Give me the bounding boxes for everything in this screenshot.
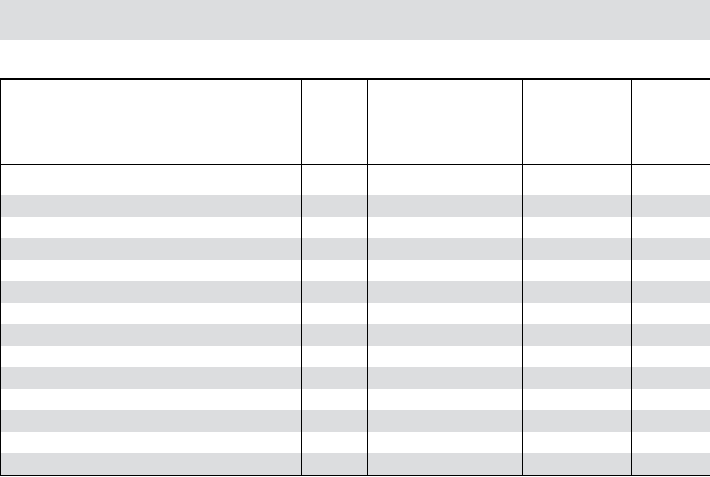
column-header [522, 78, 632, 165]
table-cell [367, 367, 523, 389]
table-cell [522, 238, 632, 260]
table-row [0, 302, 710, 324]
table-cell [522, 324, 632, 346]
table-cell [367, 216, 523, 238]
table-cell [367, 431, 523, 453]
table-cell [631, 238, 710, 260]
table-row [0, 453, 710, 476]
table-cell [367, 324, 523, 346]
column-header [367, 78, 523, 165]
table-row [0, 216, 710, 238]
table-cell [631, 431, 710, 453]
table-cell [0, 195, 302, 217]
table-cell [631, 324, 710, 346]
table-cell [631, 216, 710, 238]
table-row [0, 367, 710, 389]
table-cell [522, 216, 632, 238]
table-cell [301, 431, 368, 453]
table-cell [0, 345, 302, 367]
table-cell [522, 388, 632, 410]
table-cell [522, 453, 632, 476]
table-cell [631, 195, 710, 217]
table-cell [367, 345, 523, 367]
table-cell [631, 164, 710, 195]
table-row [0, 388, 710, 410]
table-cell [0, 431, 302, 453]
table-cell [631, 410, 710, 432]
table-cell [301, 281, 368, 303]
table-cell [0, 216, 302, 238]
column-header [301, 78, 368, 165]
table-cell [301, 259, 368, 281]
table-cell [301, 324, 368, 346]
table-cell [0, 259, 302, 281]
table-cell [367, 164, 523, 195]
table-cell [522, 431, 632, 453]
table-cell [367, 453, 523, 476]
table-cell [367, 302, 523, 324]
table-row [0, 281, 710, 303]
table-cell [367, 238, 523, 260]
table-row [0, 324, 710, 346]
table-row [0, 431, 710, 453]
table-cell [522, 259, 632, 281]
table-row [0, 410, 710, 432]
column-header [631, 78, 710, 165]
table-cell [367, 281, 523, 303]
table-cell [301, 238, 368, 260]
table-cell [522, 281, 632, 303]
header-band [0, 0, 710, 40]
table-cell [631, 302, 710, 324]
table-cell [522, 367, 632, 389]
table-row [0, 195, 710, 217]
table-cell [0, 388, 302, 410]
table-cell [522, 164, 632, 195]
table-row [0, 345, 710, 367]
table-cell [301, 388, 368, 410]
table-cell [631, 345, 710, 367]
table-cell [631, 388, 710, 410]
table-cell [0, 324, 302, 346]
table-cell [631, 281, 710, 303]
table-cell [367, 388, 523, 410]
table-cell [522, 195, 632, 217]
table-cell [301, 164, 368, 195]
table-cell [301, 216, 368, 238]
table-cell [301, 410, 368, 432]
table-cell [301, 345, 368, 367]
table-cell [0, 238, 302, 260]
table-row [0, 259, 710, 281]
data-table [0, 78, 710, 476]
table-cell [0, 302, 302, 324]
table-cell [301, 302, 368, 324]
table-cell [631, 453, 710, 476]
table-cell [631, 367, 710, 389]
table-cell [522, 410, 632, 432]
table-header-row [0, 78, 710, 165]
table-cell [301, 195, 368, 217]
table-cell [0, 281, 302, 303]
table-cell [0, 410, 302, 432]
table-cell [367, 259, 523, 281]
table-cell [367, 195, 523, 217]
table-cell [367, 410, 523, 432]
table-row [0, 238, 710, 260]
column-header [0, 78, 302, 165]
table-cell [0, 453, 302, 476]
table-cell [301, 453, 368, 476]
table-cell [0, 164, 302, 195]
table-cell [522, 345, 632, 367]
table-cell [522, 302, 632, 324]
table-cell [301, 367, 368, 389]
table-row [0, 164, 710, 195]
table-cell [0, 367, 302, 389]
table-cell [631, 259, 710, 281]
